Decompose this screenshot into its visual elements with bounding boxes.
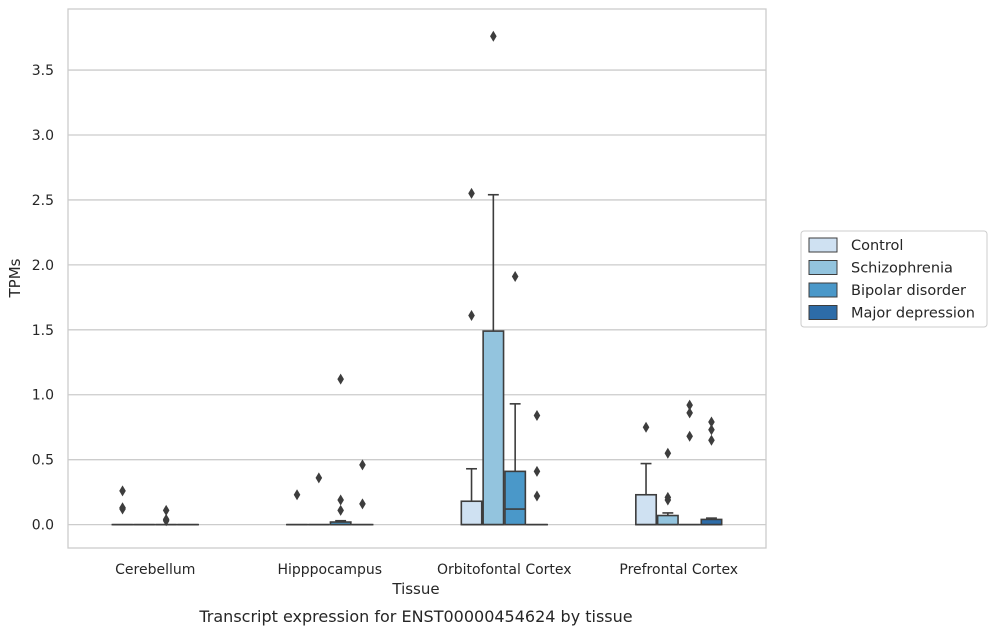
box-2-1 (329, 373, 352, 526)
box-0-2 (460, 187, 483, 526)
box-body (482, 330, 505, 526)
outlier-point (468, 310, 475, 322)
outlier-point (162, 515, 170, 527)
box-3-2 (525, 410, 548, 526)
outlier-point (315, 472, 323, 484)
legend: Control Schizophrenia Bipolar disorder Majo… (800, 230, 988, 328)
legend-swatch (808, 260, 838, 275)
outlier-point (708, 424, 715, 436)
y-tick-label: 2.0 (32, 258, 54, 274)
grid-lines (68, 69, 766, 526)
x-tick-label: Orbitofontal Cortex (437, 562, 572, 578)
outlier-point (686, 430, 693, 442)
outlier-point (119, 503, 126, 515)
legend-frame (800, 230, 988, 328)
x-tick-label: Hipppocampus (277, 562, 382, 578)
legend-label: Bipolar disorder (851, 283, 966, 299)
box-1-1 (307, 472, 330, 526)
y-tick-label: 1.5 (32, 323, 54, 339)
box-1-2 (482, 30, 505, 526)
outlier-point (511, 271, 519, 283)
x-tick-label: Prefrontal Cortex (619, 562, 738, 578)
outlier-point (119, 485, 126, 497)
box-2-0 (155, 504, 178, 527)
legend-swatch (808, 237, 838, 253)
outlier-point (359, 459, 366, 471)
x-axis-ticks: Cerebellum Hipppocampus Orbitofontal Corte… (115, 562, 738, 578)
legend-label: Control (851, 238, 903, 254)
box-body (504, 470, 527, 526)
y-axis-title: TPMs (6, 258, 24, 298)
outlier-point (533, 490, 541, 502)
outlier-point (293, 489, 301, 501)
outlier-point (664, 494, 672, 506)
box-3-1 (351, 459, 374, 526)
outlier-point (337, 373, 344, 385)
box-2-2 (504, 271, 527, 526)
y-tick-label: 3.0 (32, 128, 54, 144)
box-plot-area (111, 30, 723, 527)
box-body (635, 493, 658, 526)
y-tick-label: 0.0 (32, 518, 54, 534)
chart-caption: Transcript expression for ENST0000045462… (198, 607, 632, 626)
outlier-point (642, 421, 650, 433)
outlier-point (533, 410, 541, 422)
legend-label: Schizophrenia (851, 261, 953, 277)
legend-label: Major depression (851, 306, 975, 322)
outlier-point (664, 447, 672, 459)
outlier-point (468, 187, 475, 199)
y-tick-label: 1.0 (32, 388, 54, 404)
x-axis-title: Tissue (391, 580, 439, 598)
box-0-0 (111, 485, 134, 526)
outlier-point (337, 494, 344, 506)
y-tick-label: 3.5 (32, 63, 54, 79)
outlier-point (337, 504, 344, 516)
outlier-point (686, 399, 693, 411)
y-tick-label: 2.5 (32, 193, 54, 209)
y-axis-ticks: 0.0 0.5 1.0 1.5 2.0 2.5 3.0 3.5 (32, 63, 54, 534)
box-0-1 (286, 489, 309, 526)
y-tick-label: 0.5 (32, 453, 54, 469)
box-0-3 (635, 421, 658, 526)
plot-frame (67, 8, 767, 549)
legend-swatch (808, 282, 838, 298)
outlier-point (490, 30, 497, 42)
box-3-3 (700, 416, 723, 526)
box-body (460, 500, 483, 526)
box-2-3 (678, 399, 701, 526)
box-1-3 (656, 447, 679, 526)
box-body (656, 514, 679, 526)
outlier-point (359, 498, 366, 510)
outlier-point (708, 434, 715, 446)
outlier-point (533, 465, 541, 477)
legend-swatch (808, 305, 838, 320)
outlier-point (708, 416, 715, 428)
x-tick-label: Cerebellum (115, 562, 195, 578)
outlier-point (686, 407, 693, 419)
outlier-point (162, 504, 170, 516)
